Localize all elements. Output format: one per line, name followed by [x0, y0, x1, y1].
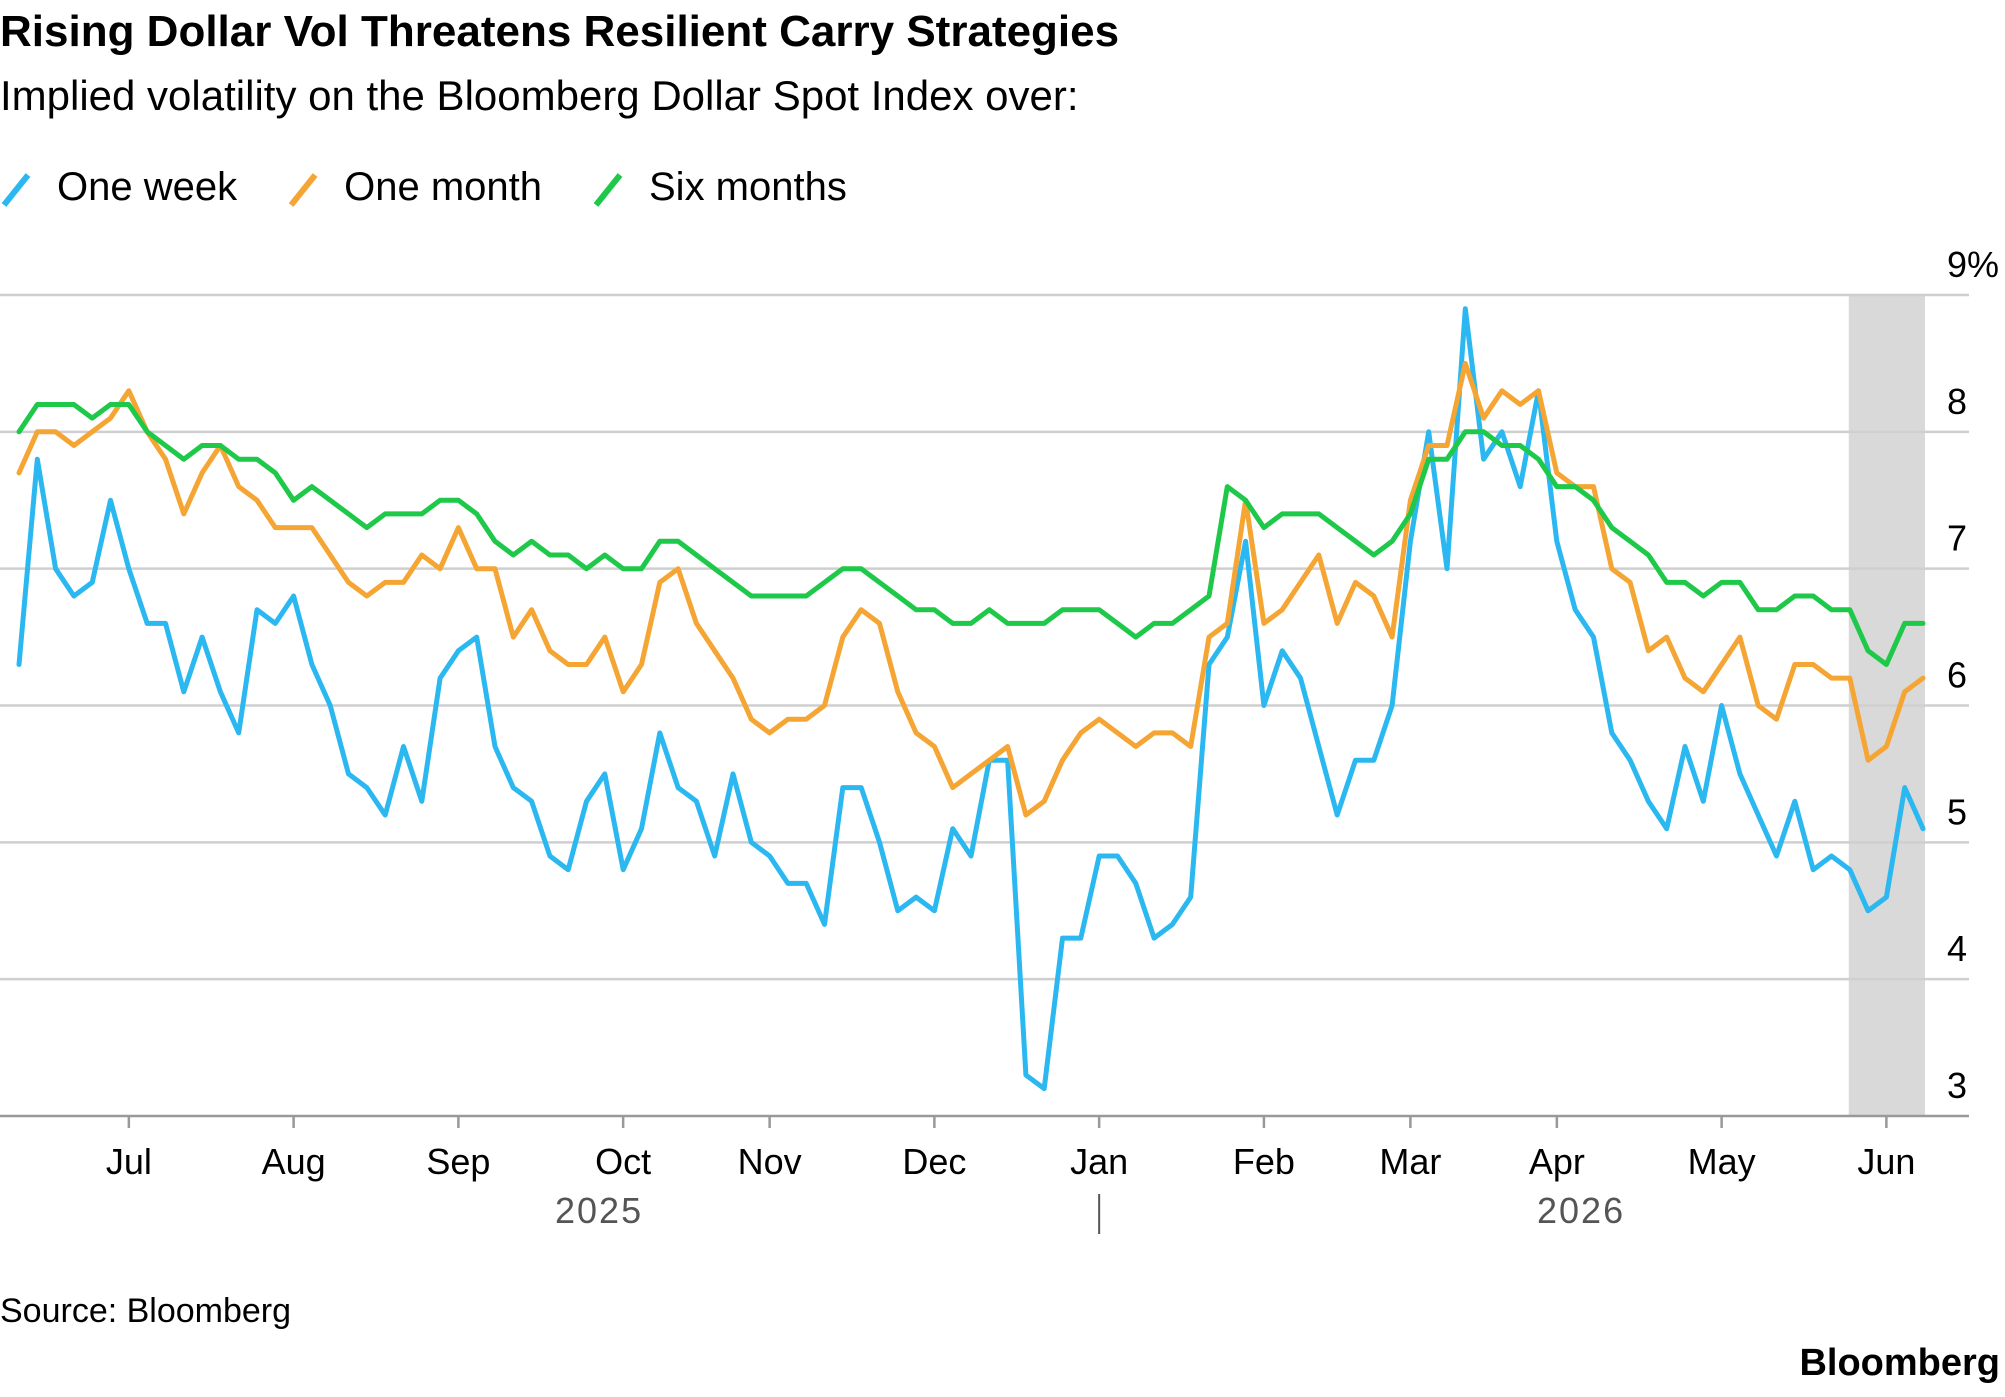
series-line	[16, 360, 1926, 818]
y-tick-label: 7	[1947, 518, 1967, 559]
x-tick-label: Dec	[902, 1141, 966, 1182]
year-label: 2026	[1537, 1190, 1625, 1231]
brand: Bloomberg	[1799, 1342, 2000, 1384]
x-tick-label: Mar	[1379, 1141, 1441, 1182]
year-label: 2025	[555, 1190, 643, 1231]
x-tick-label: Jan	[1070, 1141, 1128, 1182]
y-tick-label: 9%	[1947, 244, 1999, 285]
y-tick-label: 4	[1947, 928, 1967, 969]
legend-marker	[593, 173, 623, 207]
legend-marker	[1, 173, 31, 207]
y-tick-label: 6	[1947, 655, 1967, 696]
y-tick-label: 8	[1947, 381, 1967, 422]
chart-title: Rising Dollar Vol Threatens Resilient Ca…	[0, 7, 1119, 56]
x-tick-label: Apr	[1529, 1141, 1585, 1182]
legend-label: One month	[344, 165, 542, 209]
x-tick-label: Nov	[738, 1141, 802, 1182]
legend-label: One week	[57, 165, 238, 209]
x-tick-label: Feb	[1233, 1141, 1295, 1182]
x-tick-label: Jul	[106, 1141, 152, 1182]
y-tick-label: 5	[1947, 791, 1967, 832]
x-tick-label: Aug	[262, 1141, 326, 1182]
legend-label: Six months	[649, 165, 847, 209]
x-tick-label: Jun	[1857, 1141, 1915, 1182]
x-tick-label: Sep	[426, 1141, 490, 1182]
legend-marker	[288, 173, 318, 207]
x-tick-label: May	[1688, 1141, 1756, 1182]
series-line	[16, 306, 1926, 1092]
source: Source: Bloomberg	[0, 1292, 291, 1330]
x-tick-label: Oct	[595, 1141, 651, 1182]
y-tick-label: 3	[1947, 1065, 1967, 1106]
chart-subtitle: Implied volatility on the Bloomberg Doll…	[0, 72, 1079, 119]
series-line	[16, 402, 1926, 667]
